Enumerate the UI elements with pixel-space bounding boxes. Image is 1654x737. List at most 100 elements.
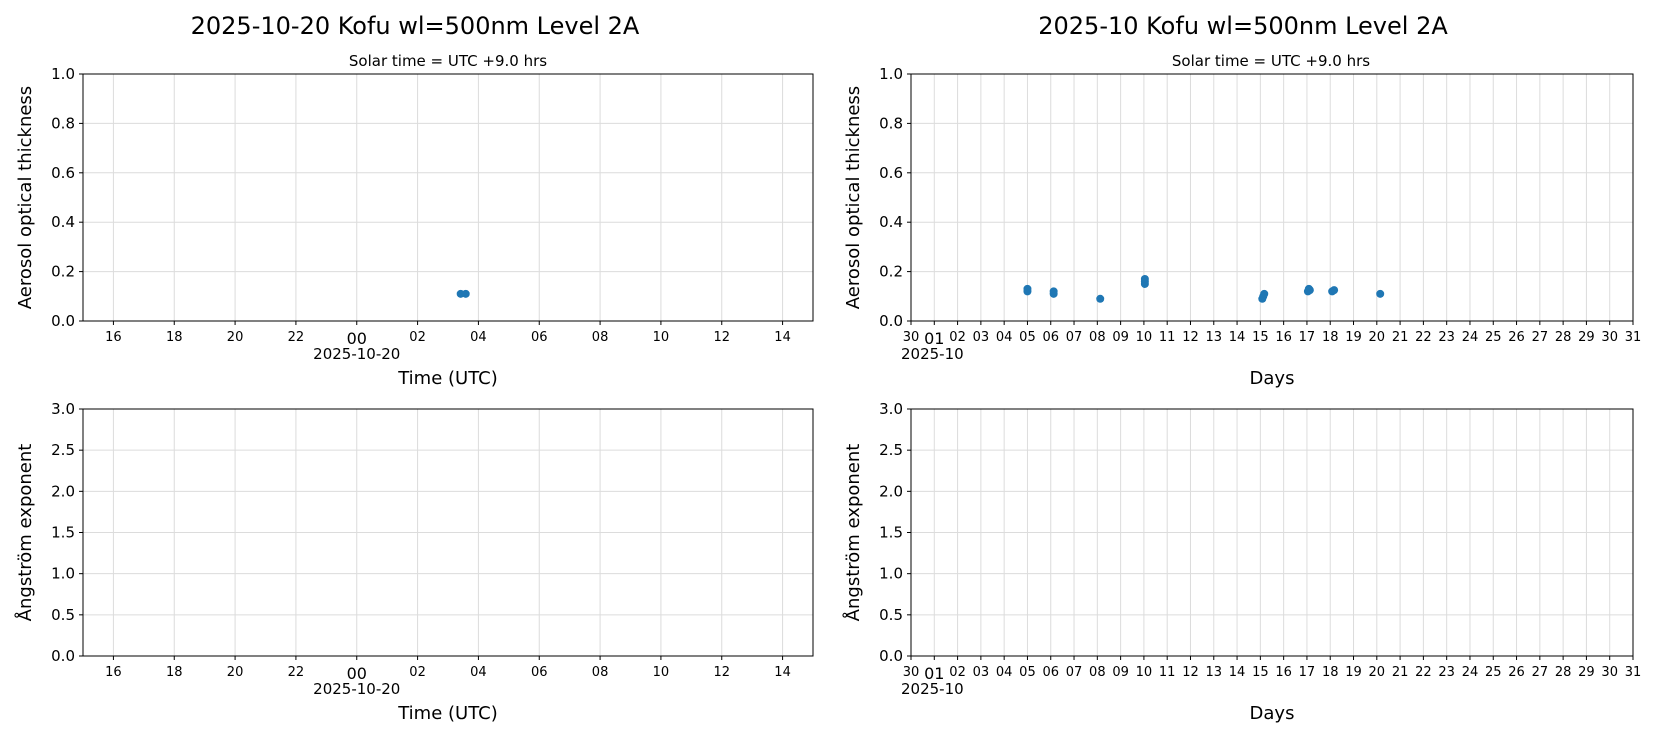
angstrom-monthly-xtick-label-15: 15 xyxy=(1252,665,1269,680)
angstrom-daily-xtick-label-5: 02 xyxy=(409,665,426,680)
angstrom-monthly-xtick-label-6: 06 xyxy=(1042,665,1059,680)
aod-monthly-xtick-label-7: 07 xyxy=(1066,330,1083,345)
aod-monthly-xtick-label-5: 05 xyxy=(1019,330,1036,345)
aod-monthly-xtick-label-2: 02 xyxy=(949,330,966,345)
angstrom-monthly-xtick-label-20: 20 xyxy=(1369,665,1386,680)
aod-daily-xtick-label-1: 18 xyxy=(166,330,183,345)
angstrom-daily-ytick-label-0: 0.0 xyxy=(51,647,75,665)
aod-monthly-xtick-label-12: 12 xyxy=(1182,330,1199,345)
aod-monthly-xtick-label-8: 08 xyxy=(1089,330,1106,345)
aod-monthly-xtick-label-11: 11 xyxy=(1159,330,1176,345)
aod-monthly-xtick-label-10: 10 xyxy=(1136,330,1153,345)
angstrom-monthly-x-offset-label: 2025-10 xyxy=(901,680,964,698)
right-column-title: 2025-10 Kofu wl=500nm Level 2A xyxy=(1038,12,1448,40)
aod-monthly-xtick-label-28: 28 xyxy=(1555,330,1572,345)
aod-daily-xtick-label-9: 10 xyxy=(653,330,670,345)
aod-monthly-xtick-label-15: 15 xyxy=(1252,330,1269,345)
aod-daily-ytick-label-0: 0.0 xyxy=(51,312,75,330)
angstrom-monthly-xtick-label-9: 09 xyxy=(1112,665,1129,680)
angstrom-monthly-ytick-label-3: 1.5 xyxy=(879,524,903,542)
angstrom-monthly-xtick-label-23: 23 xyxy=(1438,665,1455,680)
aod-monthly-xtick-label-4: 04 xyxy=(996,330,1013,345)
angstrom-monthly-ytick-label-1: 0.5 xyxy=(879,606,903,624)
angstrom-monthly-xtick-label-1: 01 xyxy=(924,664,944,683)
angstrom-monthly-xtick-label-28: 28 xyxy=(1555,665,1572,680)
angstrom-daily-ytick-label-2: 1.0 xyxy=(51,565,75,583)
angstrom-daily-xtick-label-2: 20 xyxy=(227,665,244,680)
aod-monthly-point-0-3 xyxy=(1049,287,1058,296)
aod-monthly-xtick-label-31: 31 xyxy=(1625,330,1642,345)
aod-monthly-ytick-label-3: 0.6 xyxy=(879,164,903,182)
aod-daily-ytick-label-4: 0.8 xyxy=(51,114,75,132)
aod-daily-xtick-label-0: 16 xyxy=(105,330,122,345)
aod-monthly-xtick-label-16: 16 xyxy=(1275,330,1292,345)
aod-daily-xtick-label-7: 06 xyxy=(531,330,548,345)
aod-daily-xtick-label-3: 22 xyxy=(288,330,305,345)
aod-daily-xtick-label-8: 08 xyxy=(592,330,609,345)
angstrom-monthly-xtick-label-26: 26 xyxy=(1508,665,1525,680)
aod-monthly-xtick-label-6: 06 xyxy=(1042,330,1059,345)
aod-daily-x-offset-label: 2025-10-20 xyxy=(313,345,400,363)
aod-daily-xlabel: Time (UTC) xyxy=(397,368,498,389)
angstrom-daily-panel: 16 18 20 22 00 02 04 06 08 10 12 14 2025-10-20 Time (… xyxy=(14,400,814,724)
aod-daily-xtick-label-4: 00 xyxy=(347,329,367,348)
angstrom-daily-xtick-label-7: 06 xyxy=(531,665,548,680)
angstrom-monthly-xtick-label-18: 18 xyxy=(1322,665,1339,680)
angstrom-monthly-xtick-label-3: 03 xyxy=(973,665,990,680)
aod-monthly-ytick-label-0: 0.0 xyxy=(879,312,903,330)
aod-monthly-xtick-label-0: 30 xyxy=(903,330,920,345)
angstrom-monthly-xtick-label-7: 07 xyxy=(1066,665,1083,680)
angstrom-daily-xtick-label-4: 00 xyxy=(347,664,367,683)
left-column-subtitle: Solar time = UTC +9.0 hrs xyxy=(349,52,547,70)
aod-monthly-xtick-label-18: 18 xyxy=(1322,330,1339,345)
angstrom-monthly-xtick-label-13: 13 xyxy=(1206,665,1223,680)
angstrom-monthly-ytick-label-4: 2.0 xyxy=(879,482,903,500)
right-column-subtitle: Solar time = UTC +9.0 hrs xyxy=(1172,52,1370,70)
aod-monthly-xtick-label-17: 17 xyxy=(1299,330,1316,345)
angstrom-monthly-xtick-label-10: 10 xyxy=(1136,665,1153,680)
aod-monthly-ytick-label-4: 0.8 xyxy=(879,114,903,132)
angstrom-monthly-xtick-label-4: 04 xyxy=(996,665,1013,680)
aod-monthly-point-0-16 xyxy=(1376,289,1385,298)
angstrom-monthly-xtick-label-24: 24 xyxy=(1462,665,1479,680)
aod-monthly-panel: 30 01 02 03 04 05 06 07 08 09 10 11 12 13 14 15 16 17 18 19… xyxy=(843,65,1641,389)
angstrom-monthly-ytick-label-5: 2.5 xyxy=(879,441,903,459)
aod-monthly-point-0-1 xyxy=(1023,284,1032,293)
aod-monthly-xtick-label-30: 30 xyxy=(1601,330,1618,345)
aod-monthly-point-0-10 xyxy=(1260,289,1269,298)
aod-monthly-point-0-15 xyxy=(1330,286,1339,295)
aod-daily-xtick-label-11: 14 xyxy=(774,330,791,345)
angstrom-monthly-xtick-label-5: 05 xyxy=(1019,665,1036,680)
angstrom-daily-ytick-label-3: 1.5 xyxy=(51,524,75,542)
aod-daily-xtick-label-6: 04 xyxy=(470,330,487,345)
aod-monthly-xtick-label-21: 21 xyxy=(1392,330,1409,345)
angstrom-monthly-xlabel: Days xyxy=(1250,703,1295,724)
angstrom-monthly-xtick-label-27: 27 xyxy=(1532,665,1549,680)
aod-daily-panel: 16 18 20 22 00 02 04 06 08 10 12 14 2025-10-20 Time (… xyxy=(15,65,814,389)
aod-daily-xtick-label-2: 20 xyxy=(227,330,244,345)
angstrom-daily-xtick-label-3: 22 xyxy=(288,665,305,680)
chart-panels: 16 18 20 22 00 02 04 06 08 10 12 14 2025-10-20 Time (… xyxy=(14,65,1641,724)
angstrom-monthly-xtick-label-2: 02 xyxy=(949,665,966,680)
aod-daily-ylabel: Aerosol optical thickness xyxy=(15,86,36,309)
angstrom-monthly-xtick-label-8: 08 xyxy=(1089,665,1106,680)
aod-daily-point-0-1 xyxy=(461,289,470,298)
angstrom-daily-ytick-label-1: 0.5 xyxy=(51,606,75,624)
aod-monthly-xtick-label-20: 20 xyxy=(1369,330,1386,345)
angstrom-monthly-ytick-label-6: 3.0 xyxy=(879,400,903,418)
aod-daily-ytick-label-5: 1.0 xyxy=(51,65,75,83)
angstrom-monthly-xtick-label-22: 22 xyxy=(1415,665,1432,680)
aod-monthly-xtick-label-24: 24 xyxy=(1462,330,1479,345)
angstrom-monthly-xtick-label-29: 29 xyxy=(1578,665,1595,680)
angstrom-daily-xtick-label-9: 10 xyxy=(653,665,670,680)
angstrom-daily-xtick-label-0: 16 xyxy=(105,665,122,680)
aod-daily-xtick-label-10: 12 xyxy=(713,330,730,345)
angstrom-monthly-xtick-label-30: 30 xyxy=(1601,665,1618,680)
angstrom-monthly-xtick-label-19: 19 xyxy=(1345,665,1362,680)
aod-monthly-xtick-label-19: 19 xyxy=(1345,330,1362,345)
aod-daily-ytick-label-1: 0.2 xyxy=(51,263,75,281)
angstrom-daily-ytick-label-6: 3.0 xyxy=(51,400,75,418)
angstrom-daily-xlabel: Time (UTC) xyxy=(397,703,498,724)
aod-monthly-xtick-label-26: 26 xyxy=(1508,330,1525,345)
